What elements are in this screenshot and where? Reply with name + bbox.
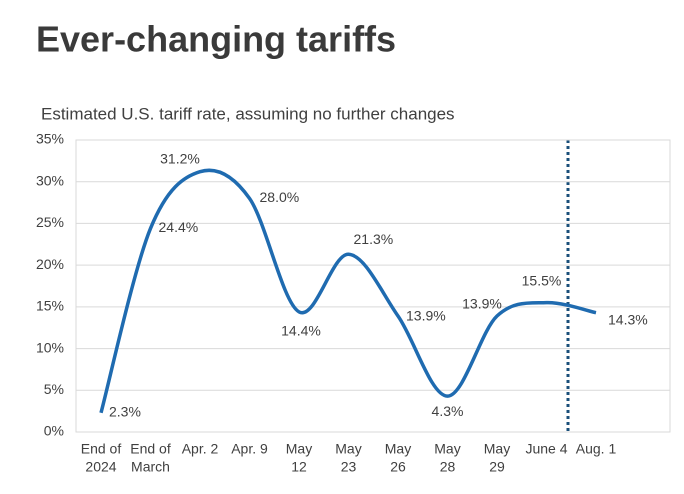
data-label: 13.9% (462, 296, 502, 312)
y-tick-label: 5% (44, 381, 64, 397)
data-label: 14.3% (608, 311, 648, 327)
data-label: 4.3% (432, 403, 464, 419)
x-tick-label: Aug. 1 (576, 441, 617, 457)
x-tick-label: 29 (489, 459, 505, 475)
y-tick-label: 30% (36, 172, 64, 188)
y-tick-label: 20% (36, 256, 64, 272)
data-label: 24.4% (159, 219, 199, 235)
x-tick-label: End of (81, 441, 122, 457)
data-label: 21.3% (354, 231, 394, 247)
x-tick-label: 23 (341, 459, 357, 475)
y-tick-label: 35% (36, 131, 64, 147)
y-tick-label: 25% (36, 214, 64, 230)
x-tick-label: May (434, 441, 460, 457)
x-tick-label: 28 (440, 459, 456, 475)
chart-title: Ever-changing tariffs (36, 19, 396, 60)
data-label: 14.4% (281, 323, 321, 339)
x-tick-label: March (131, 459, 170, 475)
data-label: 31.2% (160, 150, 200, 166)
x-tick-label: 2024 (85, 459, 116, 475)
data-label: 13.9% (406, 308, 446, 324)
x-tick-label: May (484, 441, 510, 457)
x-tick-label: 26 (390, 459, 406, 475)
data-label: 15.5% (522, 272, 562, 288)
plot-frame (75, 139, 671, 433)
x-tick-label: May (286, 441, 312, 457)
x-tick-label: Apr. 9 (231, 441, 268, 457)
y-tick-label: 15% (36, 298, 64, 314)
x-tick-label: May (335, 441, 361, 457)
data-label: 2.3% (109, 404, 141, 420)
x-tick-label: May (385, 441, 411, 457)
y-tick-label: 0% (44, 423, 64, 439)
x-tick-label: 12 (291, 459, 307, 475)
line (99, 168, 597, 414)
x-tick-label: June 4 (525, 441, 567, 457)
x-tick-label: End of (130, 441, 171, 457)
data-label: 28.0% (260, 189, 300, 205)
x-tick-label: Apr. 2 (182, 441, 219, 457)
y-tick-label: 10% (36, 339, 64, 355)
chart-subtitle: Estimated U.S. tariff rate, assuming no … (41, 104, 455, 123)
